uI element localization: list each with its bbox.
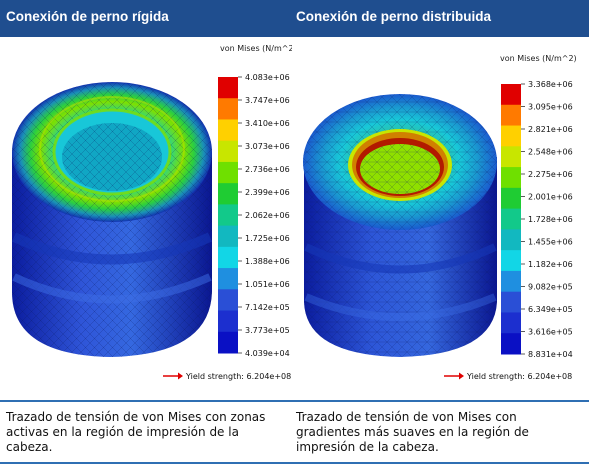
right-yield-label: Yield strength: 6.204e+08 — [466, 372, 572, 381]
right-scale-tick-label: 2.001e+06 — [528, 193, 573, 202]
right-yield-indicator: Yield strength: 6.204e+08 — [444, 372, 572, 381]
right-scale-band — [501, 167, 521, 189]
left-scale-band — [218, 268, 238, 290]
right-scale-tick-label: 3.095e+06 — [528, 103, 573, 112]
left-bolt-model — [11, 82, 213, 357]
left-scale-band — [218, 331, 238, 354]
left-scale-tick-label: 2.062e+06 — [245, 211, 290, 220]
left-plot-panel: von Mises (N/m^2) 4.083e+06 3.747e+06 3.41… — [0, 37, 292, 392]
right-scale-tick-label: 2.548e+06 — [528, 148, 573, 157]
left-scale-tick-label: 2.399e+06 — [245, 188, 290, 197]
right-scale-tick-label: 3.616e+05 — [528, 328, 573, 337]
right-plot-panel: von Mises (N/m^2) 3.368e+06 3.095e+06 2.82… — [292, 37, 589, 392]
left-scale-tick-label: 1.388e+06 — [245, 257, 290, 266]
right-scale-tick-label: 6.349e+05 — [528, 305, 573, 314]
caption-top-rule — [0, 400, 589, 402]
right-scale-tick-label: 1.182e+06 — [528, 260, 573, 269]
left-scale-band — [218, 246, 238, 269]
left-yield-label: Yield strength: 6.204e+08 — [185, 372, 291, 381]
left-scale-tick-label: 4.083e+06 — [245, 73, 290, 82]
left-title: Conexión de perno rígida — [6, 9, 169, 24]
left-scale-band — [218, 77, 238, 99]
right-scale-band — [501, 250, 521, 272]
left-stress-plot: von Mises (N/m^2) 4.083e+06 3.747e+06 3.41… — [11, 44, 292, 381]
left-scale-tick-label: 7.142e+05 — [245, 303, 290, 312]
right-scale-tick-label: 2.275e+06 — [528, 170, 573, 179]
right-scale-band — [501, 125, 521, 147]
right-bolt-model — [303, 94, 497, 357]
left-caption: Trazado de tensión de von Mises con zona… — [6, 410, 266, 454]
left-scale-tick-label: 3.747e+06 — [245, 96, 290, 105]
right-scale-band — [501, 208, 521, 230]
left-scale-band — [218, 183, 238, 205]
left-scale-band — [218, 161, 238, 184]
right-scale-tick-label: 3.368e+06 — [528, 80, 573, 89]
right-scale-band — [501, 270, 521, 293]
right-scale-tick-label: 1.455e+06 — [528, 238, 573, 247]
right-scale-tick-label: 8.831e+04 — [528, 350, 573, 359]
caption-bottom-rule — [0, 462, 589, 464]
left-scale-tick-label: 4.039e+04 — [245, 349, 290, 358]
left-legend-title: von Mises (N/m^2) — [220, 44, 292, 53]
left-scale-band — [218, 140, 238, 163]
right-color-scale: 3.368e+06 3.095e+06 2.821e+06 2.548e+06 2.27… — [501, 80, 573, 359]
left-scale-band — [218, 225, 238, 248]
right-scale-band — [501, 84, 521, 106]
right-caption: Trazado de tensión de von Mises con grad… — [296, 410, 529, 454]
header-bar: Conexión de perno rígida Conexión de per… — [0, 0, 589, 37]
right-scale-band — [501, 291, 521, 313]
left-yield-indicator: Yield strength: 6.204e+08 — [163, 372, 291, 381]
right-scale-band — [501, 146, 521, 168]
right-scale-tick-label: 9.082e+05 — [528, 283, 573, 292]
left-scale-tick-label: 3.073e+06 — [245, 142, 290, 151]
right-scale-band — [501, 333, 521, 355]
left-scale-tick-label: 1.725e+06 — [245, 234, 290, 243]
left-color-scale: 4.083e+06 3.747e+06 3.410e+06 3.073e+06 2.73… — [218, 73, 290, 358]
left-scale-band — [218, 204, 238, 227]
right-scale-band — [501, 229, 521, 251]
left-scale-band — [218, 98, 238, 120]
right-scale-tick-label: 1.728e+06 — [528, 215, 573, 224]
left-scale-tick-label: 3.773e+05 — [245, 326, 290, 335]
right-scale-band — [501, 187, 521, 210]
left-scale-tick-label: 1.051e+06 — [245, 280, 290, 289]
left-scale-tick-label: 3.410e+06 — [245, 119, 290, 128]
right-legend-title: von Mises (N/m^2) — [500, 54, 577, 63]
left-scale-band — [218, 119, 238, 142]
right-title: Conexión de perno distribuida — [296, 9, 492, 24]
left-scale-band — [218, 289, 238, 312]
left-scale-band — [218, 310, 238, 333]
right-stress-plot: von Mises (N/m^2) 3.368e+06 3.095e+06 2.82… — [303, 54, 577, 381]
right-scale-tick-label: 2.821e+06 — [528, 125, 573, 134]
right-scale-band — [501, 104, 521, 127]
right-scale-band — [501, 312, 521, 334]
left-scale-tick-label: 2.736e+06 — [245, 165, 290, 174]
